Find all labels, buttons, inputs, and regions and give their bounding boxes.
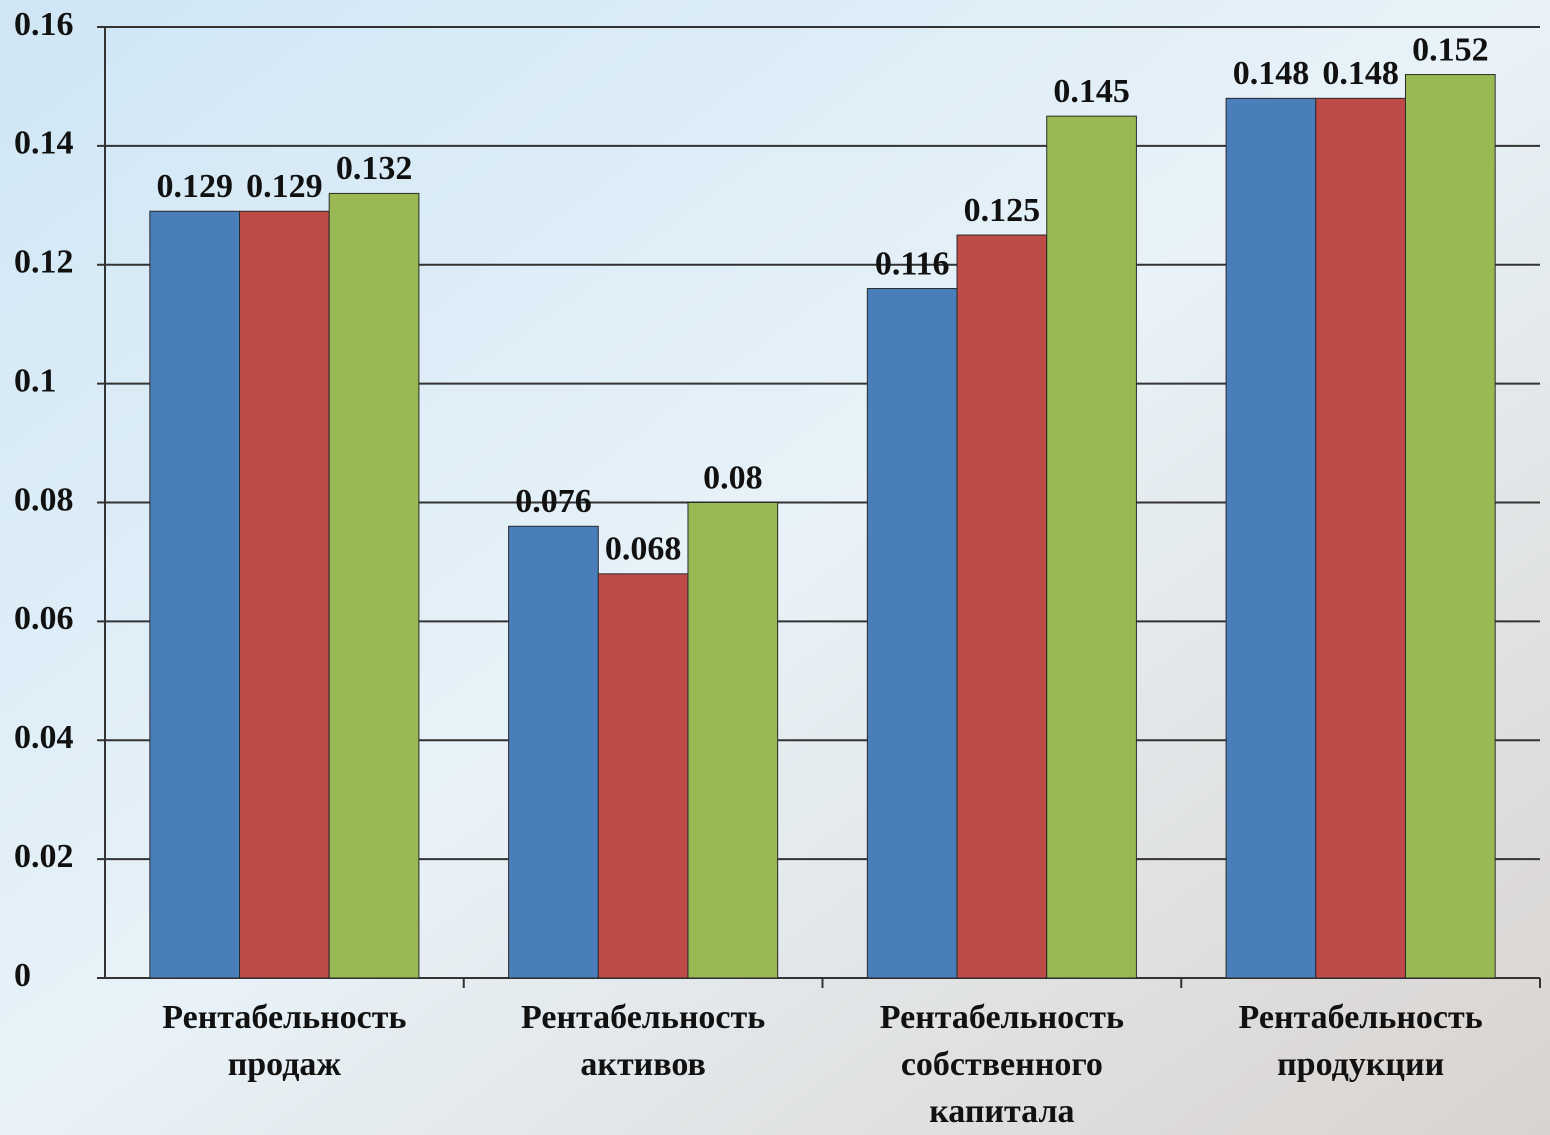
x-tick-label: активов [580,1046,706,1083]
value-label: 0.116 [875,245,950,282]
value-label: 0.152 [1412,31,1489,68]
value-label: 0.125 [964,192,1041,229]
x-tick-label: капитала [929,1093,1074,1130]
bar [328,192,420,979]
x-tick-label: Рентабельность [1239,999,1483,1036]
bar [1315,97,1406,979]
value-label: 0.129 [246,168,323,205]
y-tick-label: 0.14 [14,125,74,162]
value-label: 0.148 [1233,55,1310,92]
y-tick-label: 0.16 [14,6,74,43]
bar [1046,115,1137,979]
y-tick-label: 0.1 [14,362,57,399]
value-label: 0.145 [1053,73,1130,110]
x-tick-label: собственного [901,1046,1103,1083]
value-label: 0.068 [605,531,682,568]
bar [239,210,330,979]
bar [956,234,1048,979]
bar [597,573,689,979]
value-label: 0.129 [156,168,233,205]
y-tick-label: 0.02 [14,838,74,875]
bar [1404,74,1496,979]
y-tick-label: 0.08 [14,481,74,518]
bar [1225,97,1317,979]
bar [149,210,241,979]
y-tick-label: 0.04 [14,719,74,756]
value-label: 0.076 [515,483,592,520]
value-label: 0.132 [336,150,413,187]
bar [508,525,599,979]
x-tick-label: Рентабельность [521,999,765,1036]
value-label: 0.148 [1322,55,1399,92]
bar [866,288,958,979]
y-tick-label: 0.12 [14,244,74,281]
x-tick-label: Рентабельность [880,999,1124,1036]
bar [687,502,779,979]
y-tick-label: 0 [14,957,31,994]
y-tick-label: 0.06 [14,600,74,637]
x-tick-label: продаж [228,1046,342,1083]
value-label: 0.08 [703,459,763,496]
x-tick-label: продукции [1277,1046,1444,1083]
x-tick-label: Рентабельность [162,999,406,1036]
